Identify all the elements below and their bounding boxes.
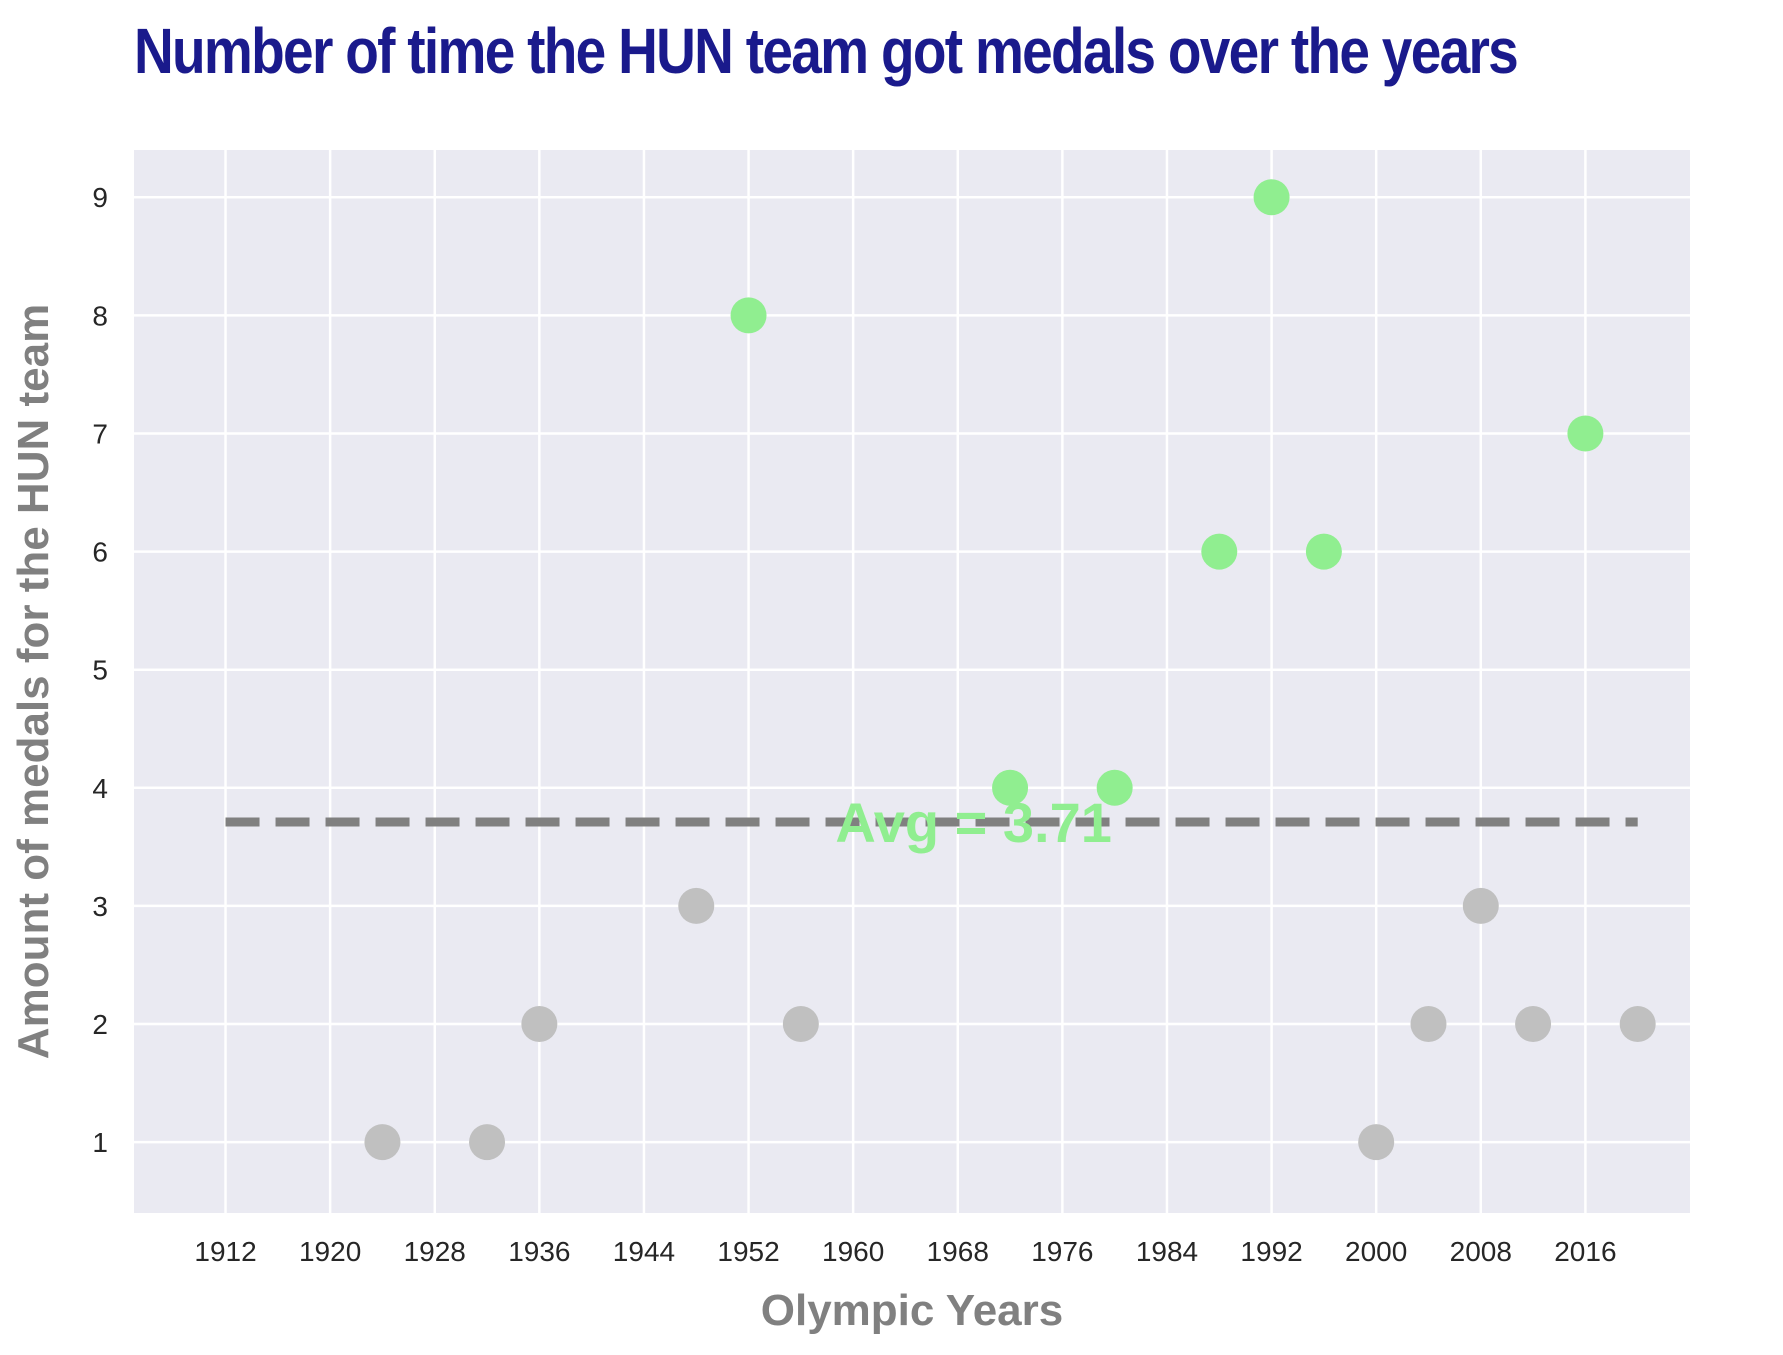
x-tick-label: 2000 xyxy=(1345,1236,1407,1267)
average-line-group: Avg = 3.71 xyxy=(225,791,1638,854)
data-point xyxy=(1567,415,1604,452)
x-tick-label: 1976 xyxy=(1031,1236,1093,1267)
data-point xyxy=(1201,533,1238,570)
data-point xyxy=(678,887,715,924)
data-point xyxy=(1096,769,1133,806)
data-point xyxy=(1462,887,1499,924)
x-tick-label: 2008 xyxy=(1450,1236,1512,1267)
x-tick-label: 1952 xyxy=(717,1236,779,1267)
data-point xyxy=(1253,179,1290,216)
data-point xyxy=(1619,1006,1656,1043)
x-tick-label: 2016 xyxy=(1554,1236,1616,1267)
x-axis-label: Olympic Years xyxy=(761,1286,1064,1335)
plot-area xyxy=(134,150,1690,1213)
x-tick-label: 1928 xyxy=(404,1236,466,1267)
x-tick-label: 1912 xyxy=(194,1236,256,1267)
x-tick-label: 1968 xyxy=(927,1236,989,1267)
x-tick-label: 1992 xyxy=(1240,1236,1302,1267)
x-tick-label: 1936 xyxy=(508,1236,570,1267)
y-tick-label: 9 xyxy=(92,182,108,213)
data-point xyxy=(1358,1124,1395,1161)
y-tick-label: 1 xyxy=(92,1127,108,1158)
x-tick-label: 1960 xyxy=(822,1236,884,1267)
y-tick-labels: 1 2 3 4 5 6 7 8 9 xyxy=(92,182,108,1158)
y-axis-label: Amount of medals for the HUN team xyxy=(9,304,58,1059)
y-tick-label: 6 xyxy=(92,537,108,568)
y-tick-label: 3 xyxy=(92,891,108,922)
y-tick-label: 7 xyxy=(92,418,108,449)
chart-title: Number of time the HUN team got medals o… xyxy=(134,15,1519,87)
y-tick-label: 5 xyxy=(92,655,108,686)
data-point xyxy=(364,1124,401,1161)
y-tick-label: 2 xyxy=(92,1009,108,1040)
data-point xyxy=(782,1006,819,1043)
average-label: Avg = 3.71 xyxy=(835,791,1112,854)
data-point xyxy=(730,297,767,334)
data-point xyxy=(1305,533,1342,570)
data-point xyxy=(1410,1006,1447,1043)
x-tick-label: 1984 xyxy=(1136,1236,1198,1267)
grid-lines xyxy=(134,150,1690,1213)
data-point xyxy=(521,1006,558,1043)
x-tick-label: 1944 xyxy=(613,1236,675,1267)
x-tick-labels: 1912 1920 1928 1936 1944 1952 1960 1968 1976 1984… xyxy=(194,1236,1616,1267)
data-point xyxy=(469,1124,506,1161)
y-tick-label: 8 xyxy=(92,300,108,331)
data-points xyxy=(364,179,1656,1161)
x-tick-label: 1920 xyxy=(299,1236,361,1267)
data-point xyxy=(992,769,1029,806)
data-point xyxy=(1515,1006,1552,1043)
y-tick-label: 4 xyxy=(92,773,108,804)
